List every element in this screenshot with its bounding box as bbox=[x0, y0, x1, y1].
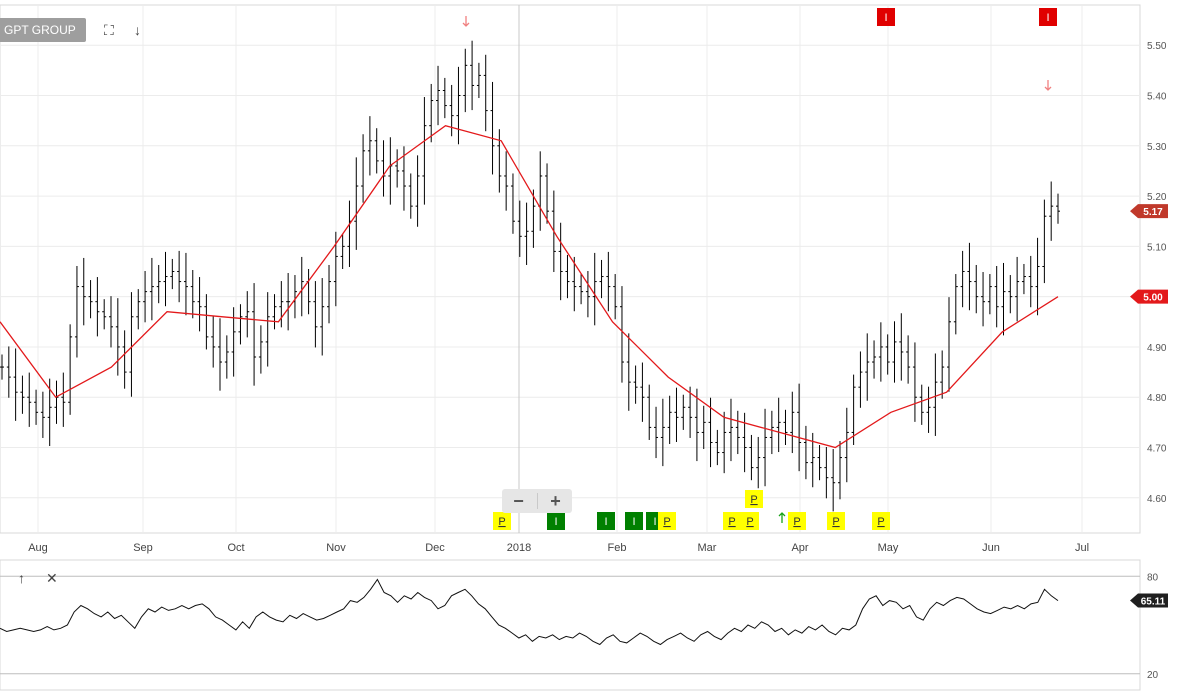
event-marker-label: I bbox=[884, 12, 887, 24]
zoom-in-button[interactable]: + bbox=[550, 491, 561, 511]
indicator-value-tag-bg bbox=[1130, 593, 1168, 608]
event-marker-yellow bbox=[723, 512, 741, 530]
month-label: Jun bbox=[982, 542, 1000, 554]
price-tick-label: 4.70 bbox=[1147, 444, 1167, 455]
event-marker-yellow bbox=[658, 512, 676, 530]
event-marker-label: P bbox=[498, 516, 505, 528]
zoom-control: − + bbox=[502, 489, 572, 513]
month-label: Aug bbox=[28, 542, 48, 554]
last-price-tag: 5.17 bbox=[1143, 207, 1163, 218]
event-marker-red bbox=[1039, 8, 1057, 26]
month-label: Nov bbox=[326, 542, 346, 554]
moving-average-line bbox=[0, 124, 1059, 449]
event-marker-label: I bbox=[1046, 12, 1049, 24]
zoom-out-button[interactable]: − bbox=[513, 491, 524, 511]
close-icon[interactable]: ✕ bbox=[46, 570, 58, 586]
month-label: May bbox=[878, 542, 899, 554]
month-label: 2018 bbox=[507, 542, 531, 554]
event-marker-label: P bbox=[750, 494, 757, 506]
event-marker-yellow bbox=[872, 512, 890, 530]
month-label: Sep bbox=[133, 542, 153, 554]
event-marker-green bbox=[625, 512, 643, 530]
buy-signal-arrow bbox=[778, 512, 786, 523]
month-label: Mar bbox=[698, 542, 717, 554]
ticker-label: GPT GROUP bbox=[4, 23, 76, 37]
price-tick-label: 5.10 bbox=[1147, 242, 1167, 253]
event-marker-label: P bbox=[877, 516, 884, 528]
price-tick-label: 5.40 bbox=[1147, 92, 1167, 103]
event-marker-label: I bbox=[632, 516, 635, 528]
sell-signal-arrow bbox=[462, 16, 470, 27]
last-price-tag-bg bbox=[1130, 204, 1168, 219]
month-label: Apr bbox=[791, 542, 808, 554]
month-label: Dec bbox=[425, 542, 445, 554]
event-marker-label: P bbox=[728, 516, 735, 528]
month-label: Feb bbox=[608, 542, 627, 554]
month-label: Oct bbox=[227, 542, 244, 554]
event-marker-yellow bbox=[788, 512, 806, 530]
event-marker-yellow bbox=[741, 512, 759, 530]
price-tick-label: 5.50 bbox=[1147, 41, 1167, 52]
zoom-separator bbox=[536, 493, 538, 509]
indicator-panel-frame bbox=[0, 559, 1141, 691]
event-marker-label: I bbox=[604, 516, 607, 528]
event-marker-label: P bbox=[663, 516, 670, 528]
price-tick-label: 4.80 bbox=[1147, 393, 1167, 404]
event-marker-green bbox=[597, 512, 615, 530]
price-tick-label: 5.30 bbox=[1147, 142, 1167, 153]
event-marker-yellow bbox=[745, 490, 763, 508]
event-marker-label: P bbox=[793, 516, 800, 528]
indicator-value-tag: 65.11 bbox=[1141, 596, 1166, 607]
event-marker-label: P bbox=[746, 516, 753, 528]
ma-price-tag-bg bbox=[1130, 289, 1168, 304]
event-marker-yellow bbox=[827, 512, 845, 530]
price-tick-label: 5.20 bbox=[1147, 192, 1167, 203]
indicator-line bbox=[0, 578, 1059, 646]
price-panel-frame bbox=[0, 4, 1141, 534]
event-marker-label: I bbox=[653, 516, 656, 528]
event-marker-red bbox=[877, 8, 895, 26]
arrow-up-icon[interactable]: ↑ bbox=[18, 570, 25, 586]
month-label: Jul bbox=[1075, 542, 1089, 554]
ma-price-tag: 5.00 bbox=[1143, 293, 1163, 304]
event-marker-yellow bbox=[493, 512, 511, 530]
event-marker-green bbox=[547, 512, 565, 530]
event-marker-label: I bbox=[554, 516, 557, 528]
download-icon[interactable]: ↓ bbox=[134, 22, 141, 38]
event-marker-label: P bbox=[832, 516, 839, 528]
price-tick-label: 4.60 bbox=[1147, 494, 1167, 505]
indicator-tick-label: 80 bbox=[1147, 572, 1159, 583]
fullscreen-icon[interactable]: ⛶ bbox=[104, 22, 114, 38]
price-tick-label: 4.90 bbox=[1147, 343, 1167, 354]
indicator-tick-label: 20 bbox=[1147, 670, 1159, 681]
sell-signal-arrow bbox=[1044, 80, 1052, 91]
ticker-button[interactable]: GPT GROUP bbox=[0, 18, 86, 42]
